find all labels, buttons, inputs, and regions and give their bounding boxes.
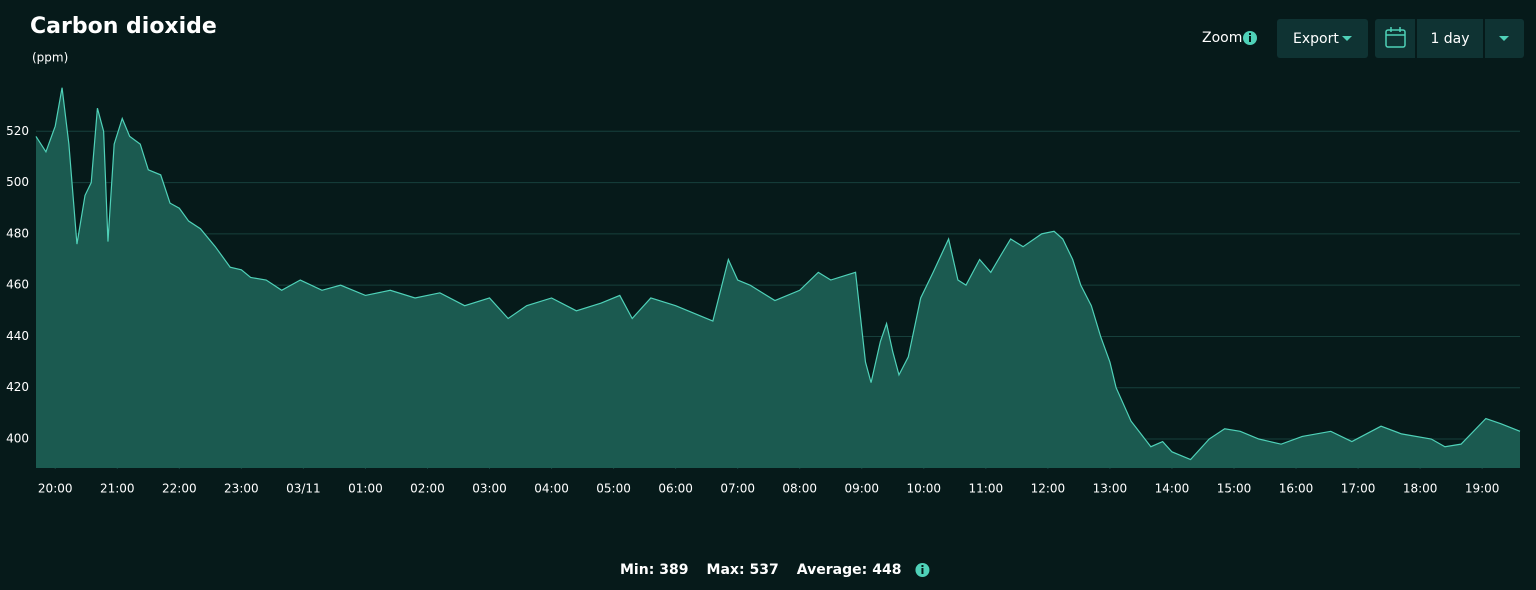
y-tick-label: 500 xyxy=(6,175,29,189)
x-tick-label: 03/11 xyxy=(286,482,321,496)
y-tick-label: 420 xyxy=(6,380,29,394)
x-tick-label: 04:00 xyxy=(534,482,569,496)
y-tick-label: 520 xyxy=(6,124,29,138)
export-caret xyxy=(1342,36,1352,41)
y-tick-label: 400 xyxy=(6,432,29,446)
x-tick-label: 22:00 xyxy=(162,482,197,496)
info-icon-mark xyxy=(921,565,924,567)
x-tick-label: 20:00 xyxy=(38,482,73,496)
stat-value: 537 xyxy=(750,562,779,578)
stat-label: Max: xyxy=(707,562,745,578)
calendar-icon[interactable] xyxy=(1385,27,1406,48)
x-tick-label: 12:00 xyxy=(1031,482,1066,496)
x-tick-label: 11:00 xyxy=(969,482,1004,496)
x-tick-label: 21:00 xyxy=(100,482,135,496)
line xyxy=(35,87,1521,461)
stat-label: Average: xyxy=(797,562,867,578)
x-tick-label: 06:00 xyxy=(658,482,693,496)
stat-value: 448 xyxy=(872,562,901,578)
range-caret[interactable] xyxy=(1499,36,1509,41)
y-tick-label: 480 xyxy=(6,226,29,240)
range-label[interactable]: 1 day xyxy=(1430,31,1469,47)
x-tick-label: 14:00 xyxy=(1155,482,1190,496)
y-tick-label: 460 xyxy=(6,278,29,292)
plot: 400 420 440 460 480 500 520 20:00 21:00 22:00 23:0… xyxy=(6,87,1521,496)
stat-value: 389 xyxy=(659,562,688,578)
area xyxy=(36,87,1520,468)
x-tick-label: 19:00 xyxy=(1465,482,1500,496)
stats: Min: 389 Max: 537 Average: 448 xyxy=(620,562,930,578)
x-tick-label: 18:00 xyxy=(1403,482,1438,496)
x-tick-label: 17:00 xyxy=(1341,482,1376,496)
x-tick-label: 15:00 xyxy=(1217,482,1252,496)
x-tick-label: 16:00 xyxy=(1279,482,1314,496)
x-tick-label: 09:00 xyxy=(844,482,879,496)
x-tick-label: 05:00 xyxy=(596,482,631,496)
range-picker[interactable] xyxy=(1375,19,1524,58)
x-tick-label: 13:00 xyxy=(1093,482,1128,496)
info-icon-mark xyxy=(921,568,924,574)
x-tick-label: 08:00 xyxy=(782,482,817,496)
export-button[interactable] xyxy=(1277,19,1368,58)
y-unit: (ppm) xyxy=(32,51,68,65)
export-label[interactable]: Export xyxy=(1293,31,1339,47)
x-tick-label: 03:00 xyxy=(472,482,507,496)
y-tick-label: 440 xyxy=(6,329,29,343)
stat-label: Min: xyxy=(620,562,654,578)
zoom-label[interactable]: Zoom xyxy=(1202,30,1242,46)
x-tick-label: 23:00 xyxy=(224,482,259,496)
x-tick-label: 01:00 xyxy=(348,482,383,496)
info-icon xyxy=(1243,31,1257,45)
x-tick-label: 02:00 xyxy=(410,482,445,496)
chart-title: Carbon dioxide xyxy=(30,14,217,39)
x-tick-label: 07:00 xyxy=(720,482,755,496)
x-tick-label: 10:00 xyxy=(906,482,941,496)
